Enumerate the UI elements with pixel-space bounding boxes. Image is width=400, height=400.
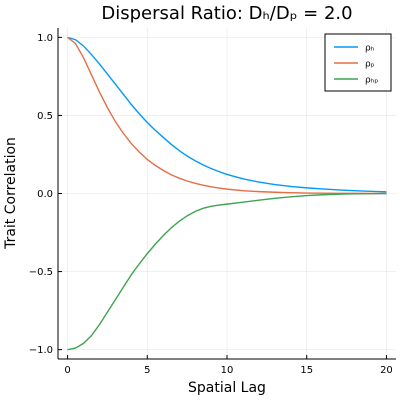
y-tick-label-1: −0.5 [29,267,53,278]
x-tick-label-1: 5 [144,365,150,376]
x-tick-label-2: 10 [221,365,234,376]
y-axis-label: Trait Correlation [3,137,19,250]
series-line-0 [67,36,387,193]
x-axis-label: Spatial Lag [188,380,266,396]
y-tick-label-0: −1.0 [29,345,53,356]
legend: ρₕ ρₚ ρₕₚ [324,33,392,92]
y-tick-label-3: 0.5 [37,111,53,122]
y-tick-label-4: 1.0 [37,33,53,44]
chart-title: Dispersal Ratio: Dₕ/Dₚ = 2.0 [101,3,352,24]
x-tick-label-0: 0 [64,365,70,376]
series-line-2 [67,192,387,351]
legend-label-2: ρₕₚ [365,76,378,86]
series-line-1 [67,36,387,195]
legend-items: ρₕ ρₚ ρₕₚ [334,44,378,86]
legend-label-0: ρₕ [365,44,375,54]
ticks-layer: 0 5 10 15 20 −1.0 −0.5 0.0 0.5 1.0 [29,33,393,376]
series-layer [67,36,387,351]
x-tick-label-4: 20 [380,365,393,376]
x-tick-label-3: 15 [300,365,313,376]
legend-label-1: ρₚ [365,60,375,70]
y-tick-label-2: 0.0 [37,189,53,200]
